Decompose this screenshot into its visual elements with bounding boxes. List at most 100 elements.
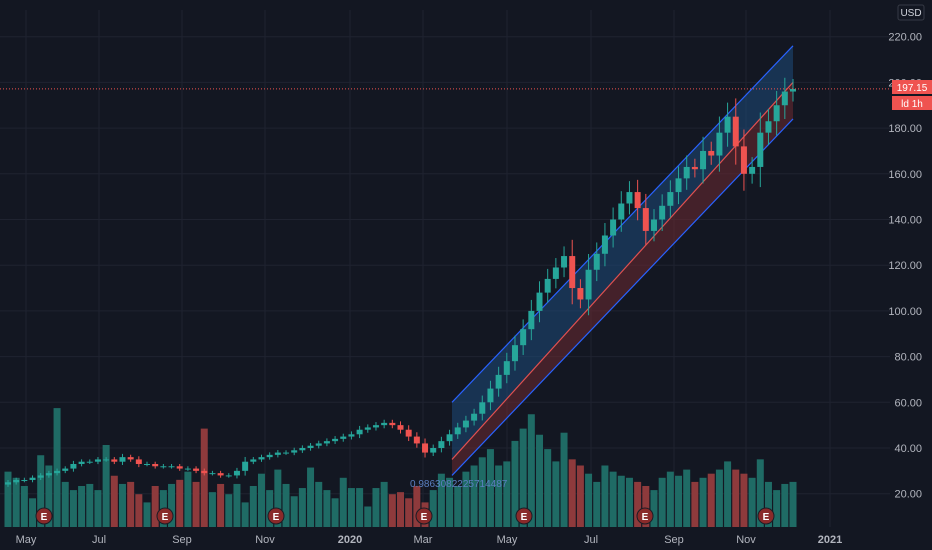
- currency-label: USD: [900, 8, 921, 19]
- volume-bar: [282, 483, 290, 527]
- volume-bar: [740, 473, 748, 527]
- channel-lower-line[interactable]: [451, 118, 794, 476]
- candle: [201, 468, 208, 476]
- candle: [520, 319, 527, 355]
- earnings-marker-circle: [636, 507, 654, 525]
- earnings-marker[interactable]: E: [757, 507, 775, 525]
- candle-body: [781, 91, 788, 106]
- volume-bar: [315, 481, 323, 527]
- candle-body: [479, 402, 486, 414]
- volume-bar: [168, 483, 176, 527]
- earnings-marker[interactable]: E: [515, 507, 533, 525]
- volume-bar: [241, 502, 249, 527]
- volume-bar: [118, 483, 126, 527]
- candle-body: [233, 470, 240, 476]
- currency-button[interactable]: USD: [897, 4, 925, 21]
- candle: [168, 463, 175, 469]
- candle: [790, 78, 796, 102]
- candle-body: [78, 461, 85, 464]
- candle-body: [364, 427, 371, 430]
- candle-body: [462, 420, 469, 428]
- y-axis[interactable]: 220.00200.00180.00160.00140.00120.00100.…: [888, 32, 922, 501]
- volume-bar: [609, 471, 617, 527]
- earnings-marker[interactable]: E: [415, 507, 433, 525]
- candle: [283, 450, 290, 455]
- candle: [184, 466, 191, 471]
- volume-bar: [298, 488, 306, 527]
- earnings-marker[interactable]: E: [35, 507, 53, 525]
- volume-bar: [478, 457, 486, 527]
- earnings-marker[interactable]: E: [156, 507, 174, 525]
- x-tick-label: Sep: [172, 534, 192, 546]
- volume-bar: [127, 481, 135, 527]
- volume-bar: [511, 440, 519, 527]
- candle-body: [569, 256, 576, 289]
- earnings-marker[interactable]: E: [636, 507, 654, 525]
- candle-body: [21, 479, 28, 481]
- volume-bar: [437, 473, 445, 527]
- volume-bar: [372, 488, 380, 527]
- volume-bar: [536, 434, 544, 527]
- x-axis[interactable]: May Jul Sep Nov 2020 Mar May Jul Sep Nov 2021: [16, 534, 843, 546]
- volume-bar: [233, 483, 241, 527]
- candle: [765, 108, 772, 146]
- volume-bar: [568, 459, 576, 527]
- candle-body: [323, 441, 330, 444]
- earnings-marker[interactable]: E: [267, 507, 285, 525]
- candle: [111, 457, 118, 465]
- candle: [634, 179, 641, 221]
- volume-bar: [323, 490, 331, 527]
- volume-bar: [593, 481, 601, 527]
- candle-body: [642, 208, 649, 231]
- volume-bar: [503, 461, 511, 527]
- candle: [430, 444, 437, 456]
- candle-body: [291, 450, 298, 453]
- candle: [536, 281, 543, 323]
- volume-bar: [4, 471, 12, 527]
- y-tick-label: 100.00: [888, 306, 922, 318]
- candle: [528, 299, 535, 341]
- volume-bar: [748, 477, 756, 527]
- volume-bar: [691, 481, 699, 527]
- x-tick-label: Jul: [92, 534, 106, 546]
- candle: [708, 141, 715, 165]
- volume-bar: [495, 465, 503, 527]
- volume-bar: [86, 483, 94, 527]
- candle: [471, 408, 478, 426]
- volume-bar: [200, 428, 208, 527]
- candle: [405, 425, 412, 442]
- earnings-marker-label: E: [421, 512, 428, 523]
- candle-body: [511, 345, 518, 362]
- candle-body: [29, 477, 36, 480]
- candle-body: [307, 445, 314, 448]
- candle: [724, 102, 731, 147]
- candle-body: [487, 388, 494, 403]
- y-tick-label: 80.00: [894, 352, 922, 364]
- candle: [217, 470, 224, 478]
- candle-body: [397, 425, 404, 430]
- y-tick-label: 120.00: [888, 260, 922, 272]
- x-tick-label: Jul: [584, 534, 598, 546]
- candle: [397, 421, 404, 434]
- candle-body: [700, 150, 707, 170]
- candle: [413, 432, 420, 448]
- candle: [193, 466, 200, 474]
- candle: [749, 157, 756, 184]
- x-tick-label: May: [497, 534, 518, 546]
- volume-bar: [560, 432, 568, 527]
- candle: [45, 470, 52, 478]
- earnings-marker-circle: [156, 507, 174, 525]
- y-tick-label: 20.00: [894, 489, 922, 501]
- candle-body: [201, 470, 208, 474]
- volume-bar: [454, 486, 462, 527]
- channel-lower-band: [452, 82, 793, 476]
- candle-body: [757, 132, 764, 167]
- candle-body: [258, 457, 265, 460]
- candle: [127, 454, 134, 462]
- candle: [266, 452, 273, 460]
- candle-body: [62, 468, 69, 471]
- volume-bar: [707, 473, 715, 527]
- countdown-value: ld 1h: [901, 99, 923, 110]
- volume-bar: [307, 467, 315, 527]
